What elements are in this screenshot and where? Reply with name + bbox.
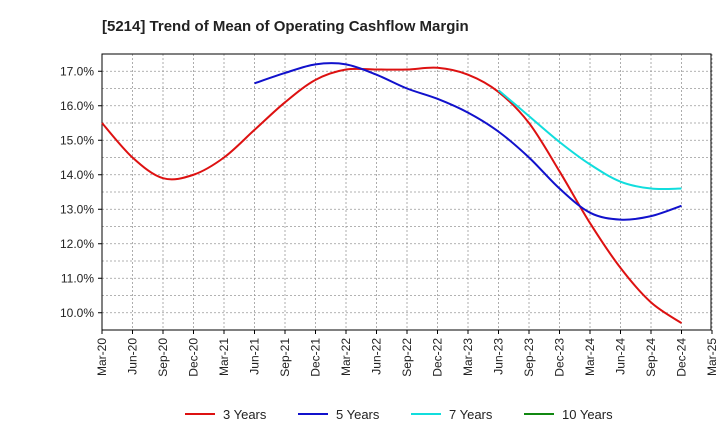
x-tick-label: Mar-20 — [95, 338, 109, 376]
x-axis-ticks: Mar-20 Jun-20 Sep-20 Dec-20 Mar-21 Jun-21 Sep-… — [95, 330, 719, 377]
y-tick-label: 11.0% — [61, 271, 94, 285]
x-tick-label: Sep-21 — [278, 338, 292, 377]
x-tick-label: Dec-23 — [553, 338, 567, 377]
y-tick-label: 10.0% — [60, 306, 94, 320]
x-tick-label: Mar-21 — [217, 338, 231, 376]
legend-label: 5 Years — [336, 407, 380, 422]
y-axis-ticks: 10.0% 11.0% 12.0% 13.0% 14.0% 15.0% 16.0% 17.0% — [60, 64, 102, 320]
x-tick-label: Mar-24 — [583, 338, 597, 376]
series-line-7-years — [497, 89, 682, 191]
y-tick-label: 12.0% — [60, 237, 94, 251]
x-tick-label: Jun-20 — [126, 338, 140, 375]
legend-label: 3 Years — [223, 407, 267, 422]
y-tick-label: 13.0% — [60, 202, 94, 216]
x-tick-label: Jun-21 — [248, 338, 262, 375]
x-tick-label: Sep-23 — [522, 338, 536, 377]
grid — [101, 53, 713, 331]
y-tick-label: 16.0% — [60, 99, 94, 113]
y-tick-label: 15.0% — [60, 133, 94, 147]
x-tick-label: Jun-22 — [370, 338, 384, 375]
series-line-5-years — [254, 62, 682, 221]
x-tick-label: Mar-25 — [705, 338, 719, 376]
x-tick-label: Jun-23 — [492, 338, 506, 375]
y-tick-label: 17.0% — [60, 64, 94, 78]
series-lines — [101, 62, 683, 324]
legend-label: 7 Years — [449, 407, 493, 422]
x-tick-label: Dec-24 — [675, 338, 689, 377]
series-line-3-years — [101, 66, 683, 324]
x-tick-label: Sep-24 — [644, 338, 658, 377]
x-tick-label: Mar-23 — [461, 338, 475, 376]
chart-title: [5214] Trend of Mean of Operating Cashfl… — [102, 18, 469, 35]
legend: 3 Years 5 Years 7 Years 10 Years — [185, 407, 613, 422]
x-tick-label: Dec-22 — [431, 338, 445, 377]
y-tick-label: 14.0% — [60, 168, 94, 182]
x-tick-label: Sep-22 — [400, 338, 414, 377]
x-tick-label: Dec-20 — [187, 338, 201, 377]
x-tick-label: Mar-22 — [339, 338, 353, 376]
x-tick-label: Sep-20 — [156, 338, 170, 377]
legend-label: 10 Years — [562, 407, 613, 422]
x-tick-label: Jun-24 — [614, 338, 628, 375]
x-tick-label: Dec-21 — [309, 338, 323, 377]
